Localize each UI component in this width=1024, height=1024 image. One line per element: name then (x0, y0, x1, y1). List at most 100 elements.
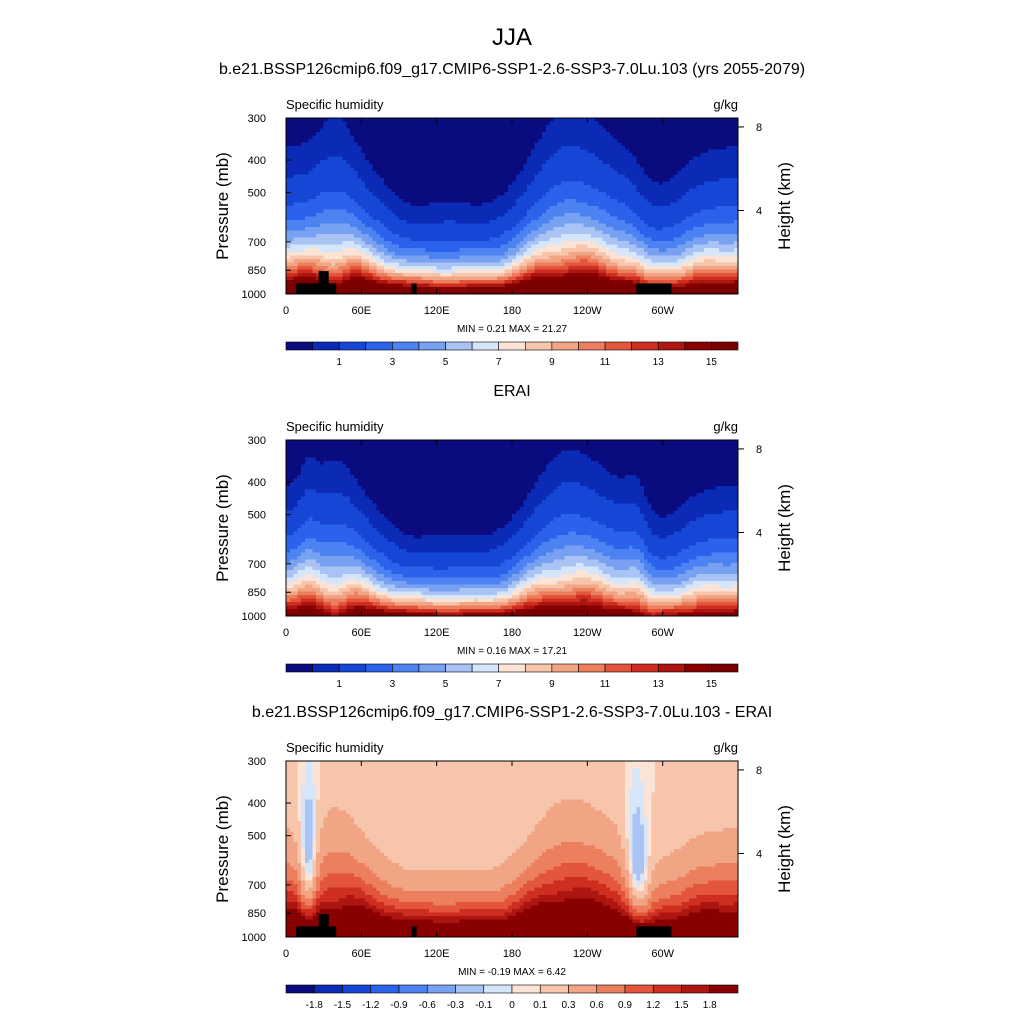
heatmap-cell (621, 143, 625, 147)
heatmap-cell (395, 178, 399, 182)
heatmap-cell (407, 195, 411, 199)
heatmap-cell (663, 199, 667, 203)
heatmap-cell (584, 255, 588, 259)
heatmap-cell (478, 199, 482, 203)
heatmap-cell (444, 171, 448, 175)
heatmap-cell (610, 224, 614, 228)
heatmap-cell (584, 231, 588, 235)
heatmap-cell (531, 231, 535, 235)
heatmap-cell (471, 202, 475, 206)
heatmap-cell (452, 188, 456, 192)
heatmap-cell (644, 206, 648, 210)
heatmap-cell (489, 192, 493, 196)
heatmap-cell (482, 129, 486, 133)
heatmap-cell (591, 252, 595, 256)
heatmap-cell (444, 192, 448, 196)
heatmap-cell (474, 248, 478, 252)
heatmap-cell (294, 262, 298, 266)
heatmap-cell (399, 224, 403, 228)
heatmap-cell (312, 245, 316, 249)
heatmap-cell (682, 150, 686, 154)
heatmap-cell (569, 153, 573, 157)
heatmap-cell (569, 241, 573, 245)
heatmap-cell (538, 167, 542, 171)
heatmap-cell (376, 174, 380, 178)
heatmap-cell (546, 195, 550, 199)
heatmap-cell (343, 231, 347, 235)
heatmap-cell (727, 185, 731, 189)
heatmap-cell (700, 132, 704, 136)
heatmap-cell (610, 185, 614, 189)
heatmap-cell (444, 202, 448, 206)
heatmap-cell (569, 199, 573, 203)
heatmap-cell (391, 220, 395, 224)
heatmap-cell (527, 150, 531, 154)
heatmap-cell (388, 231, 392, 235)
heatmap-cell (576, 139, 580, 143)
heatmap-cell (730, 132, 734, 136)
heatmap-cell (324, 206, 328, 210)
heatmap-cell (704, 125, 708, 129)
heatmap-cell (572, 178, 576, 182)
heatmap-cell (516, 157, 520, 161)
heatmap-cell (565, 185, 569, 189)
heatmap-cell (670, 125, 674, 129)
heatmap-cell (663, 220, 667, 224)
heatmap-cell (418, 181, 422, 185)
heatmap-cell (727, 160, 731, 164)
heatmap-cell (433, 125, 437, 129)
heatmap-cell (674, 199, 678, 203)
heatmap-cell (305, 248, 309, 252)
heatmap-cell (418, 118, 422, 122)
heatmap-cell (327, 146, 331, 150)
heatmap-cell (309, 174, 313, 178)
heatmap-cell (410, 181, 414, 185)
heatmap-cell (523, 241, 527, 245)
heatmap-cell (682, 185, 686, 189)
heatmap-cell (320, 259, 324, 263)
heatmap-cell (538, 146, 542, 150)
heatmap-cell (474, 146, 478, 150)
heatmap-cell (636, 234, 640, 238)
heatmap-cell (388, 259, 392, 263)
heatmap-cell (497, 157, 501, 161)
heatmap-cell (629, 224, 633, 228)
heatmap-cell (666, 231, 670, 235)
heatmap-cell (467, 174, 471, 178)
heatmap-cell (674, 181, 678, 185)
heatmap-cell (730, 238, 734, 242)
heatmap-cell (520, 227, 524, 231)
heatmap-cell (606, 217, 610, 221)
heatmap-cell (678, 234, 682, 238)
heatmap-cell (712, 122, 716, 126)
heatmap-cell (444, 167, 448, 171)
heatmap-cell (655, 167, 659, 171)
heatmap-cell (531, 143, 535, 147)
heatmap-cell (444, 210, 448, 214)
heatmap-cell (685, 188, 689, 192)
heatmap-cell (527, 185, 531, 189)
heatmap-cell (636, 220, 640, 224)
heatmap-cell (391, 195, 395, 199)
heatmap-cell (316, 220, 320, 224)
heatmap-cell (685, 199, 689, 203)
heatmap-cell (354, 178, 358, 182)
heatmap-cell (542, 231, 546, 235)
heatmap-cell (467, 245, 471, 249)
heatmap-cell (629, 248, 633, 252)
heatmap-cell (286, 210, 290, 214)
heatmap-cell (444, 199, 448, 203)
heatmap-cell (708, 143, 712, 147)
heatmap-cell (535, 217, 539, 221)
heatmap-cell (478, 217, 482, 221)
heatmap-cell (448, 122, 452, 126)
heatmap-cell (343, 245, 347, 249)
heatmap-cell (621, 238, 625, 242)
heatmap-cell (388, 143, 392, 147)
heatmap-cell (414, 241, 418, 245)
heatmap-cell (331, 157, 335, 161)
heatmap-cell (373, 150, 377, 154)
heatmap-cell (380, 252, 384, 256)
heatmap-cell (482, 227, 486, 231)
heatmap-cell (493, 252, 497, 256)
